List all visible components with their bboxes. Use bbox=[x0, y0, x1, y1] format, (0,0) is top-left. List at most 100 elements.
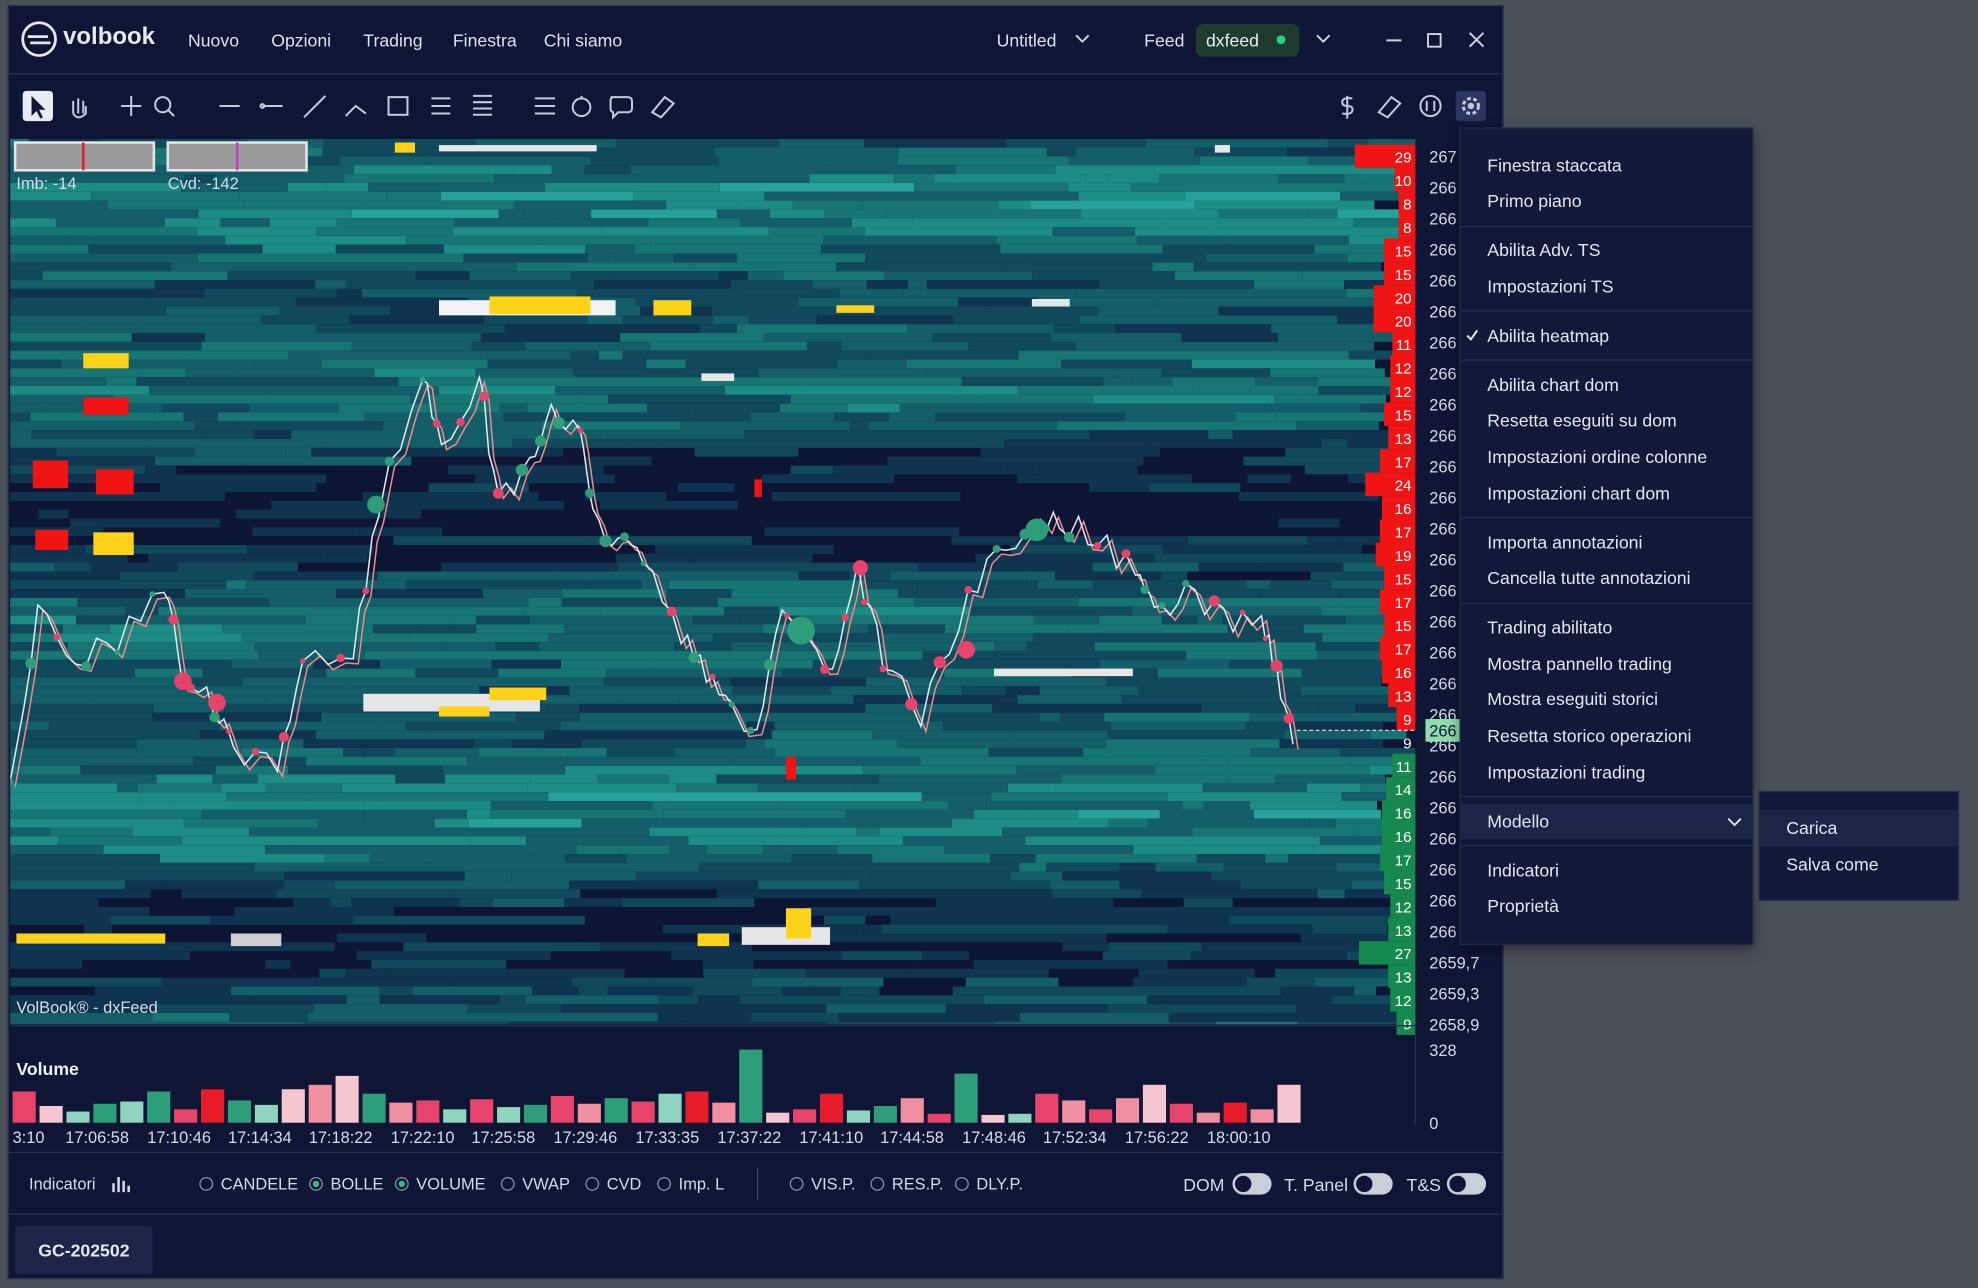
menu-item[interactable]: Finestra staccata bbox=[1461, 147, 1752, 183]
menu-item[interactable]: Finestra bbox=[452, 30, 517, 51]
heatmap-cell bbox=[778, 792, 922, 802]
radio-label[interactable]: DLY.P. bbox=[976, 1174, 1023, 1194]
heatmap-cell bbox=[468, 818, 582, 828]
heatmap-cell bbox=[634, 244, 822, 254]
radio-label[interactable]: CANDELE bbox=[220, 1174, 299, 1194]
heatmap-cell bbox=[10, 898, 99, 908]
radio[interactable] bbox=[500, 1176, 515, 1191]
submenu-item[interactable]: Carica bbox=[1759, 809, 1958, 847]
dom-value: 12 bbox=[1395, 384, 1412, 401]
heatmap-cell bbox=[718, 156, 898, 166]
menu-item[interactable]: Resetta eseguiti su dom bbox=[1461, 403, 1752, 439]
menu-item[interactable]: Resetta storico operazioni bbox=[1461, 718, 1752, 754]
menu-item[interactable]: Chi siamo bbox=[543, 30, 623, 51]
window-controls[interactable] bbox=[1383, 28, 1497, 53]
heatmap-cell bbox=[921, 792, 992, 802]
radio[interactable] bbox=[870, 1176, 885, 1191]
heatmap-cell bbox=[783, 271, 885, 281]
heatmap-cell bbox=[796, 624, 869, 634]
tab[interactable] bbox=[15, 1226, 153, 1275]
radio[interactable] bbox=[394, 1176, 409, 1191]
heatmap-cell bbox=[232, 377, 399, 387]
heatmap-cell bbox=[377, 571, 556, 581]
heatmap-cell bbox=[903, 288, 1076, 298]
menu-item[interactable]: Opzioni bbox=[271, 30, 332, 51]
trade-bubble bbox=[1025, 518, 1049, 542]
radio-label[interactable]: BOLLE bbox=[330, 1174, 384, 1194]
heatmap-cell bbox=[1279, 739, 1384, 749]
menu-item[interactable]: Abilita Adv. TS bbox=[1461, 232, 1752, 268]
menu-item[interactable]: Mostra eseguiti storici bbox=[1461, 682, 1752, 718]
workspace-select[interactable]: Untitled bbox=[996, 30, 1057, 51]
dom-bar bbox=[1384, 566, 1416, 590]
menu-item[interactable]: Impostazioni chart dom bbox=[1461, 475, 1752, 511]
menu-item[interactable]: Cancella tutte annotazioni bbox=[1461, 560, 1752, 596]
heatmap-cell bbox=[202, 668, 327, 678]
indicators-icon[interactable] bbox=[111, 1173, 134, 1193]
indicators-button[interactable]: Indicatori bbox=[29, 1174, 96, 1194]
heatmap-cell bbox=[1061, 774, 1229, 784]
menu-item[interactable]: Impostazioni TS bbox=[1461, 268, 1752, 304]
toggle[interactable] bbox=[1353, 1173, 1393, 1195]
menu-item[interactable]: Impostazioni ordine colonne bbox=[1461, 439, 1752, 475]
heatmap-cell bbox=[886, 209, 1081, 219]
heatmap-cell bbox=[878, 774, 1062, 784]
radio[interactable] bbox=[199, 1176, 214, 1191]
submenu-item[interactable]: Salva come bbox=[1786, 853, 1879, 874]
heatmap-cell bbox=[163, 880, 257, 890]
heatmap-cell bbox=[650, 235, 824, 245]
menu-item[interactable]: Abilita chart dom bbox=[1461, 367, 1752, 403]
heatmap-cell bbox=[350, 606, 523, 616]
heatmap-cell bbox=[1255, 377, 1318, 387]
volume-bar bbox=[712, 1102, 736, 1123]
radio-label[interactable]: Imp. L bbox=[678, 1174, 725, 1194]
radio[interactable] bbox=[309, 1176, 323, 1191]
radio-label[interactable]: VWAP bbox=[522, 1174, 570, 1194]
chevron[interactable] bbox=[1316, 33, 1331, 46]
heatmap-cell bbox=[1043, 341, 1076, 351]
radio-label[interactable]: RES.P. bbox=[891, 1174, 944, 1194]
heatmap-cell bbox=[1121, 403, 1265, 413]
radio-label[interactable]: VIS.P. bbox=[811, 1174, 856, 1194]
radio[interactable] bbox=[657, 1176, 672, 1191]
heatmap-cell bbox=[1152, 262, 1194, 272]
trade-bubble bbox=[432, 419, 441, 428]
menu-item[interactable]: Modello bbox=[1460, 803, 1753, 840]
heatmap-cell bbox=[513, 156, 592, 166]
volume-bar bbox=[93, 1103, 117, 1123]
toggle[interactable] bbox=[1446, 1173, 1487, 1195]
menu-item[interactable]: Abilita heatmap bbox=[1461, 318, 1752, 354]
heatmap-cell bbox=[379, 995, 500, 1005]
heatmap-cell bbox=[10, 280, 155, 289]
radio-label[interactable]: CVD bbox=[606, 1174, 642, 1194]
menu-item[interactable]: Indicatori bbox=[1461, 852, 1752, 888]
heatmap-cell bbox=[204, 288, 337, 298]
heatmap-cell bbox=[576, 288, 740, 298]
menu-item[interactable]: Trading bbox=[363, 30, 423, 51]
heatmap-cell bbox=[265, 783, 342, 793]
heatmap-cell bbox=[570, 350, 599, 360]
heatmap-cell bbox=[965, 977, 1059, 987]
radio-label[interactable]: VOLUME bbox=[416, 1174, 486, 1194]
heatmap-cell bbox=[1170, 1021, 1216, 1025]
toggle[interactable] bbox=[1232, 1173, 1272, 1195]
heatmap-cell bbox=[276, 165, 354, 175]
heatmap-cell bbox=[823, 915, 866, 925]
radio[interactable] bbox=[954, 1176, 969, 1191]
menu-item[interactable]: Trading abilitato bbox=[1461, 609, 1752, 645]
heatmap-cell bbox=[1370, 730, 1407, 740]
menu-item[interactable]: Primo piano bbox=[1461, 183, 1752, 219]
heatmap-cell bbox=[1078, 809, 1160, 819]
menu-item[interactable]: Impostazioni trading bbox=[1461, 754, 1752, 790]
radio[interactable] bbox=[585, 1176, 600, 1191]
menu-item[interactable]: Nuovo bbox=[187, 30, 240, 51]
menu-item[interactable]: Mostra pannello trading bbox=[1461, 646, 1752, 682]
radio[interactable] bbox=[789, 1176, 804, 1191]
menu-item[interactable]: Importa annotazioni bbox=[1461, 524, 1752, 560]
price-line bbox=[10, 374, 1299, 787]
heatmap-cell bbox=[249, 827, 312, 837]
heatmap-cell bbox=[253, 571, 378, 581]
menu-item[interactable]: Proprietà bbox=[1461, 888, 1752, 924]
heatmap-cell bbox=[652, 801, 710, 810]
heatmap-cell bbox=[55, 218, 165, 228]
